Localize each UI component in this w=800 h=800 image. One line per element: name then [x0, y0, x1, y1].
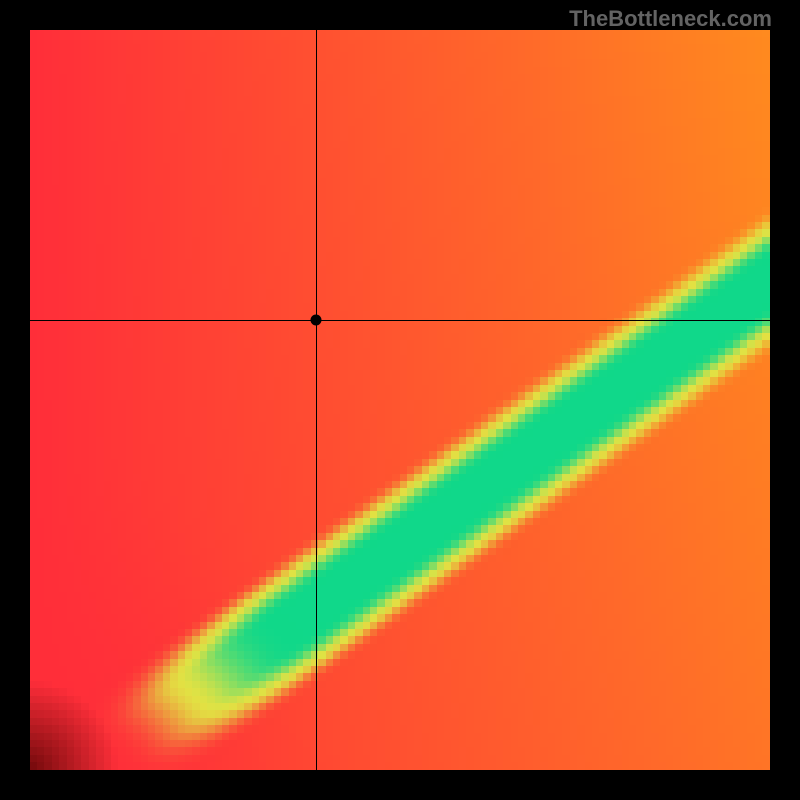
crosshair-horizontal — [30, 320, 770, 321]
heatmap-canvas — [30, 30, 770, 770]
watermark-text: TheBottleneck.com — [569, 6, 772, 32]
crosshair-marker — [311, 315, 322, 326]
heatmap-plot — [30, 30, 770, 770]
crosshair-vertical — [316, 30, 317, 770]
